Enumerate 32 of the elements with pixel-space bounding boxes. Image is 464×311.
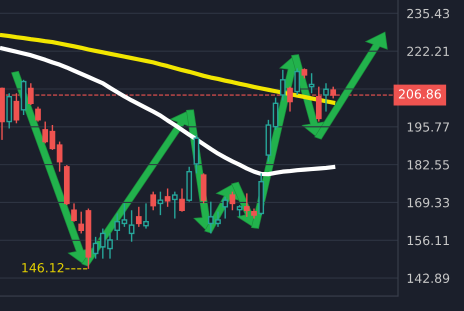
candlestick [236,204,242,218]
y-tick-label: 195.77 [408,122,450,132]
candlestick [323,82,329,112]
y-tick-label: 142.89 [408,274,450,284]
candlestick [302,68,308,80]
candlestick [308,72,314,94]
candlestick [172,190,178,220]
y-tick-label: 156.11 [408,236,449,246]
candlestick [150,190,156,211]
candlestick [280,69,286,102]
annotation: 146.12 [22,263,64,272]
line-series [0,46,336,176]
candlestick [179,188,185,212]
candlestick [287,86,293,112]
candlestick [158,190,164,216]
y-tick-label: 169.33 [408,198,450,208]
y-tick-label: 235.43 [407,8,450,18]
candlestick [294,68,300,96]
candlestick [244,192,250,218]
candlestick [136,206,142,228]
candlestick [128,210,134,242]
candlestick [251,208,257,220]
candlestick [164,188,170,208]
ref-line-label: 206.86 [398,89,441,99]
y-tick-label: 222.21 [407,46,449,56]
candlestick [230,190,236,211]
candlestick [35,106,41,122]
y-tick-label: 182.55 [408,160,449,170]
candlestick [222,196,228,220]
candlestick [71,202,77,222]
candlestick [143,202,149,230]
candlestick [28,82,34,106]
